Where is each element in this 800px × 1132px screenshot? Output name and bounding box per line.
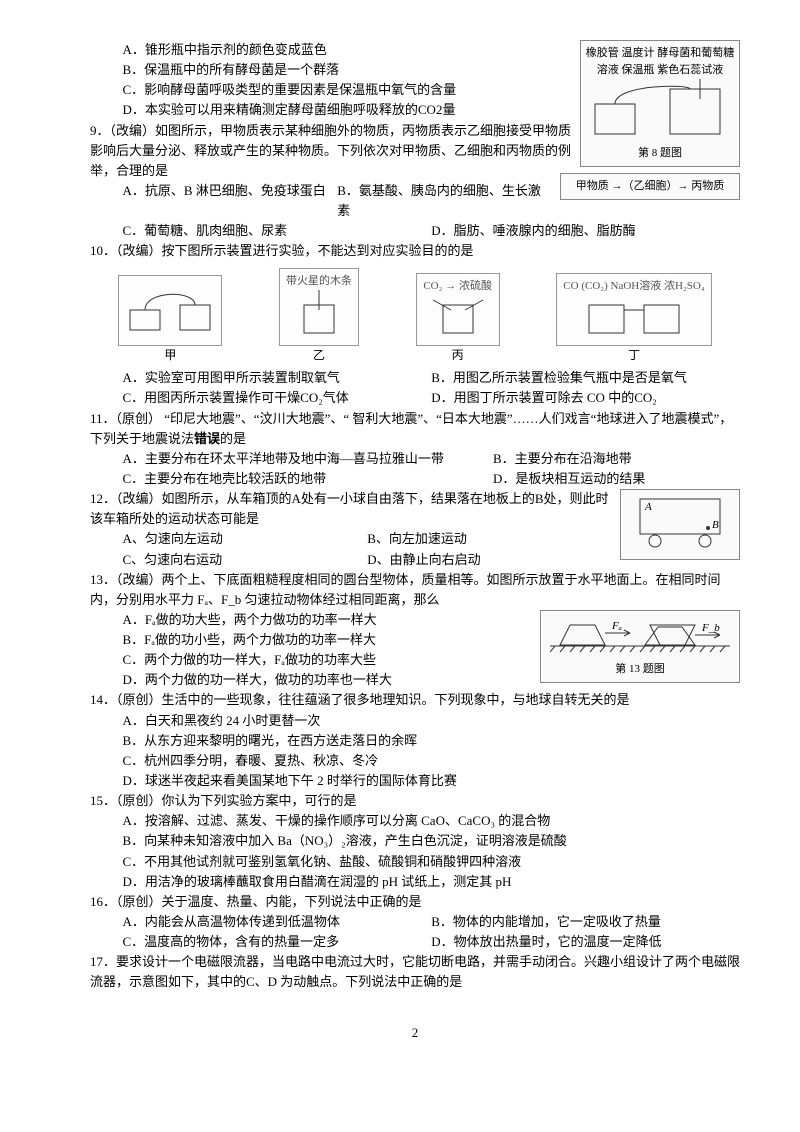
- q10-fig-c: CO₂ → 浓硫酸: [416, 273, 500, 346]
- svg-text:F_b: F_b: [701, 622, 720, 634]
- q14-opt-b: B．从东方迎来黎明的曙光，在西方送走落日的余晖: [123, 731, 741, 751]
- q16-opt-d: D．物体放出热量时，它的温度一定降低: [431, 932, 740, 952]
- q10-opt-b: B．用图乙所示装置检验集气瓶中是否是氧气: [431, 368, 740, 388]
- q14-stem: 14．（原创）生活中的一些现象，往往蕴涵了很多地理知识。下列现象中，与地球自转无…: [90, 690, 740, 710]
- q10-fig-b: 带火星的木条: [279, 268, 359, 346]
- q12-opt-c: C、匀速向右运动: [123, 550, 368, 570]
- q11-stem: 11．（原创） “印尼大地震”、“汶川大地震”、“ 智利大地震”、“日本大地震”…: [90, 409, 740, 449]
- svg-text:A: A: [644, 501, 652, 513]
- q11-opt-a: A．主要分布在环太平洋地带及地中海—喜马拉雅山一带: [123, 449, 494, 469]
- q15-options: A．按溶解、过滤、蒸发、干燥的操作顺序可以分离 CaO、CaCO₃ 的混合物 B…: [90, 811, 740, 892]
- q12-opt-a: A、匀速向左运动: [123, 529, 368, 549]
- q15-stem: 15．（原创）你认为下列实验方案中，可行的是: [90, 791, 740, 811]
- q15-opt-d: D．用洁净的玻璃棒蘸取食用白醋滴在润湿的 pH 试纸上，测定其 pH: [123, 872, 741, 892]
- q15-opt-a: A．按溶解、过滤、蒸发、干燥的操作顺序可以分离 CaO、CaCO₃ 的混合物: [123, 811, 741, 831]
- q12-figure: A B: [620, 489, 740, 560]
- q14-opt-d: D．球迷半夜起来看美国某地下午 2 时举行的国际体育比赛: [123, 771, 741, 791]
- q11-opt-b: B．主要分布在沿海地带: [493, 449, 740, 469]
- q14-opt-c: C．杭州四季分明，春暖、夏热、秋凉、冬冷: [123, 751, 741, 771]
- q10-lab-a: 甲: [118, 346, 222, 365]
- q12-opt-d: D、由静止向右启动: [367, 550, 612, 570]
- q9-figure-text: 甲物质 →（乙细胞）→ 丙物质: [576, 180, 725, 192]
- q13-figure-svg: Fₐ F_b: [550, 615, 730, 655]
- q16-opt-a: A．内能会从高温物体传递到低温物体: [123, 912, 432, 932]
- q10-figures: 甲 带火星的木条 乙 CO₂ → 浓硫酸 丙 CO (CO₂) NaOH溶液 浓…: [90, 268, 740, 365]
- q12-figure-svg: A B: [630, 494, 730, 549]
- svg-text:Fₐ: Fₐ: [611, 620, 622, 632]
- q13-figure-caption: 第 13 题图: [545, 661, 735, 678]
- q10-fig-d: CO (CO₂) NaOH溶液 浓H₂SO₄: [556, 273, 711, 346]
- q10-opt-a: A．实验室可用图甲所示装置制取氧气: [123, 368, 432, 388]
- q16-opt-b: B．物体的内能增加，它一定吸收了热量: [431, 912, 740, 932]
- q13-stem: 13．（改编）两个上、下底面粗糙程度相同的圆台型物体，质量相等。如图所示放置于水…: [90, 570, 740, 610]
- q9-opt-d: D．脂肪、唾液腺内的细胞、脂肪酶: [431, 221, 740, 241]
- q10-opt-c: C．用图丙所示装置操作可干燥CO₂气体: [123, 388, 432, 408]
- q9-opt-a: A．抗原、B 淋巴细胞、免疫球蛋白: [123, 181, 338, 221]
- q16-options: A．内能会从高温物体传递到低温物体 B．物体的内能增加，它一定吸收了热量 C．温…: [90, 912, 740, 952]
- q10-lab-b: 乙: [279, 346, 359, 365]
- q10-opt-d: D．用图丁所示装置可除去 CO 中的CO₂: [431, 388, 740, 408]
- q11-opt-d: D．是板块相互运动的结果: [493, 469, 740, 489]
- q9-figure: 甲物质 →（乙细胞）→ 丙物质: [560, 173, 740, 200]
- q12-opt-b: B、向左加速运动: [367, 529, 612, 549]
- svg-text:B: B: [712, 519, 719, 531]
- q8-figure-svg: [590, 79, 730, 139]
- q10-lab-d: 丁: [556, 346, 711, 365]
- q11-opt-c: C．主要分布在地壳比较活跃的地带: [123, 469, 494, 489]
- q14-opt-a: A．白天和黑夜约 24 小时更替一次: [123, 711, 741, 731]
- q16-opt-c: C．温度高的物体，含有的热量一定多: [123, 932, 432, 952]
- q8-figure: 橡胶管 温度计 酵母菌和葡萄糖溶液 保温瓶 紫色石蕊试液 第 8 题图: [580, 40, 740, 167]
- q9-opt-b: B．氨基酸、胰岛内的细胞、生长激素: [337, 181, 552, 221]
- q10-fig-a: [118, 275, 222, 346]
- q16-stem: 16．（原创）关于温度、热量、内能，下列说法中正确的是: [90, 892, 740, 912]
- q10-stem: 10．（改编）按下图所示装置进行实验，不能达到对应实验目的的是: [90, 241, 740, 261]
- q15-opt-c: C．不用其他试剂就可鉴别氢氧化钠、盐酸、硫酸铜和硝酸钾四种溶液: [123, 852, 741, 872]
- q15-opt-b: B．向某种未知溶液中加入 Ba（NO₃）₂溶液，产生白色沉淀，证明溶液是硫酸: [123, 831, 741, 851]
- q10-options: A．实验室可用图甲所示装置制取氧气 B．用图乙所示装置检验集气瓶中是否是氧气 C…: [90, 368, 740, 408]
- q8-figure-caption: 第 8 题图: [585, 145, 735, 162]
- q14-options: A．白天和黑夜约 24 小时更替一次 B．从东方迎来黎明的曙光，在西方送走落日的…: [90, 711, 740, 792]
- q9-opt-c: C．葡萄糖、肌肉细胞、尿素: [123, 221, 432, 241]
- q10-lab-c: 丙: [416, 346, 500, 365]
- q8-figure-labels: 橡胶管 温度计 酵母菌和葡萄糖溶液 保温瓶 紫色石蕊试液: [585, 45, 735, 79]
- q17-stem: 17．要求设计一个电磁限流器，当电路中电流过大时，它能切断电路，并需手动闭合。兴…: [90, 952, 740, 992]
- page-number: 2: [90, 1023, 740, 1043]
- q11-options: A．主要分布在环太平洋地带及地中海—喜马拉雅山一带 B．主要分布在沿海地带 C．…: [90, 449, 740, 489]
- q13-figure: Fₐ F_b 第 13 题图: [540, 610, 740, 683]
